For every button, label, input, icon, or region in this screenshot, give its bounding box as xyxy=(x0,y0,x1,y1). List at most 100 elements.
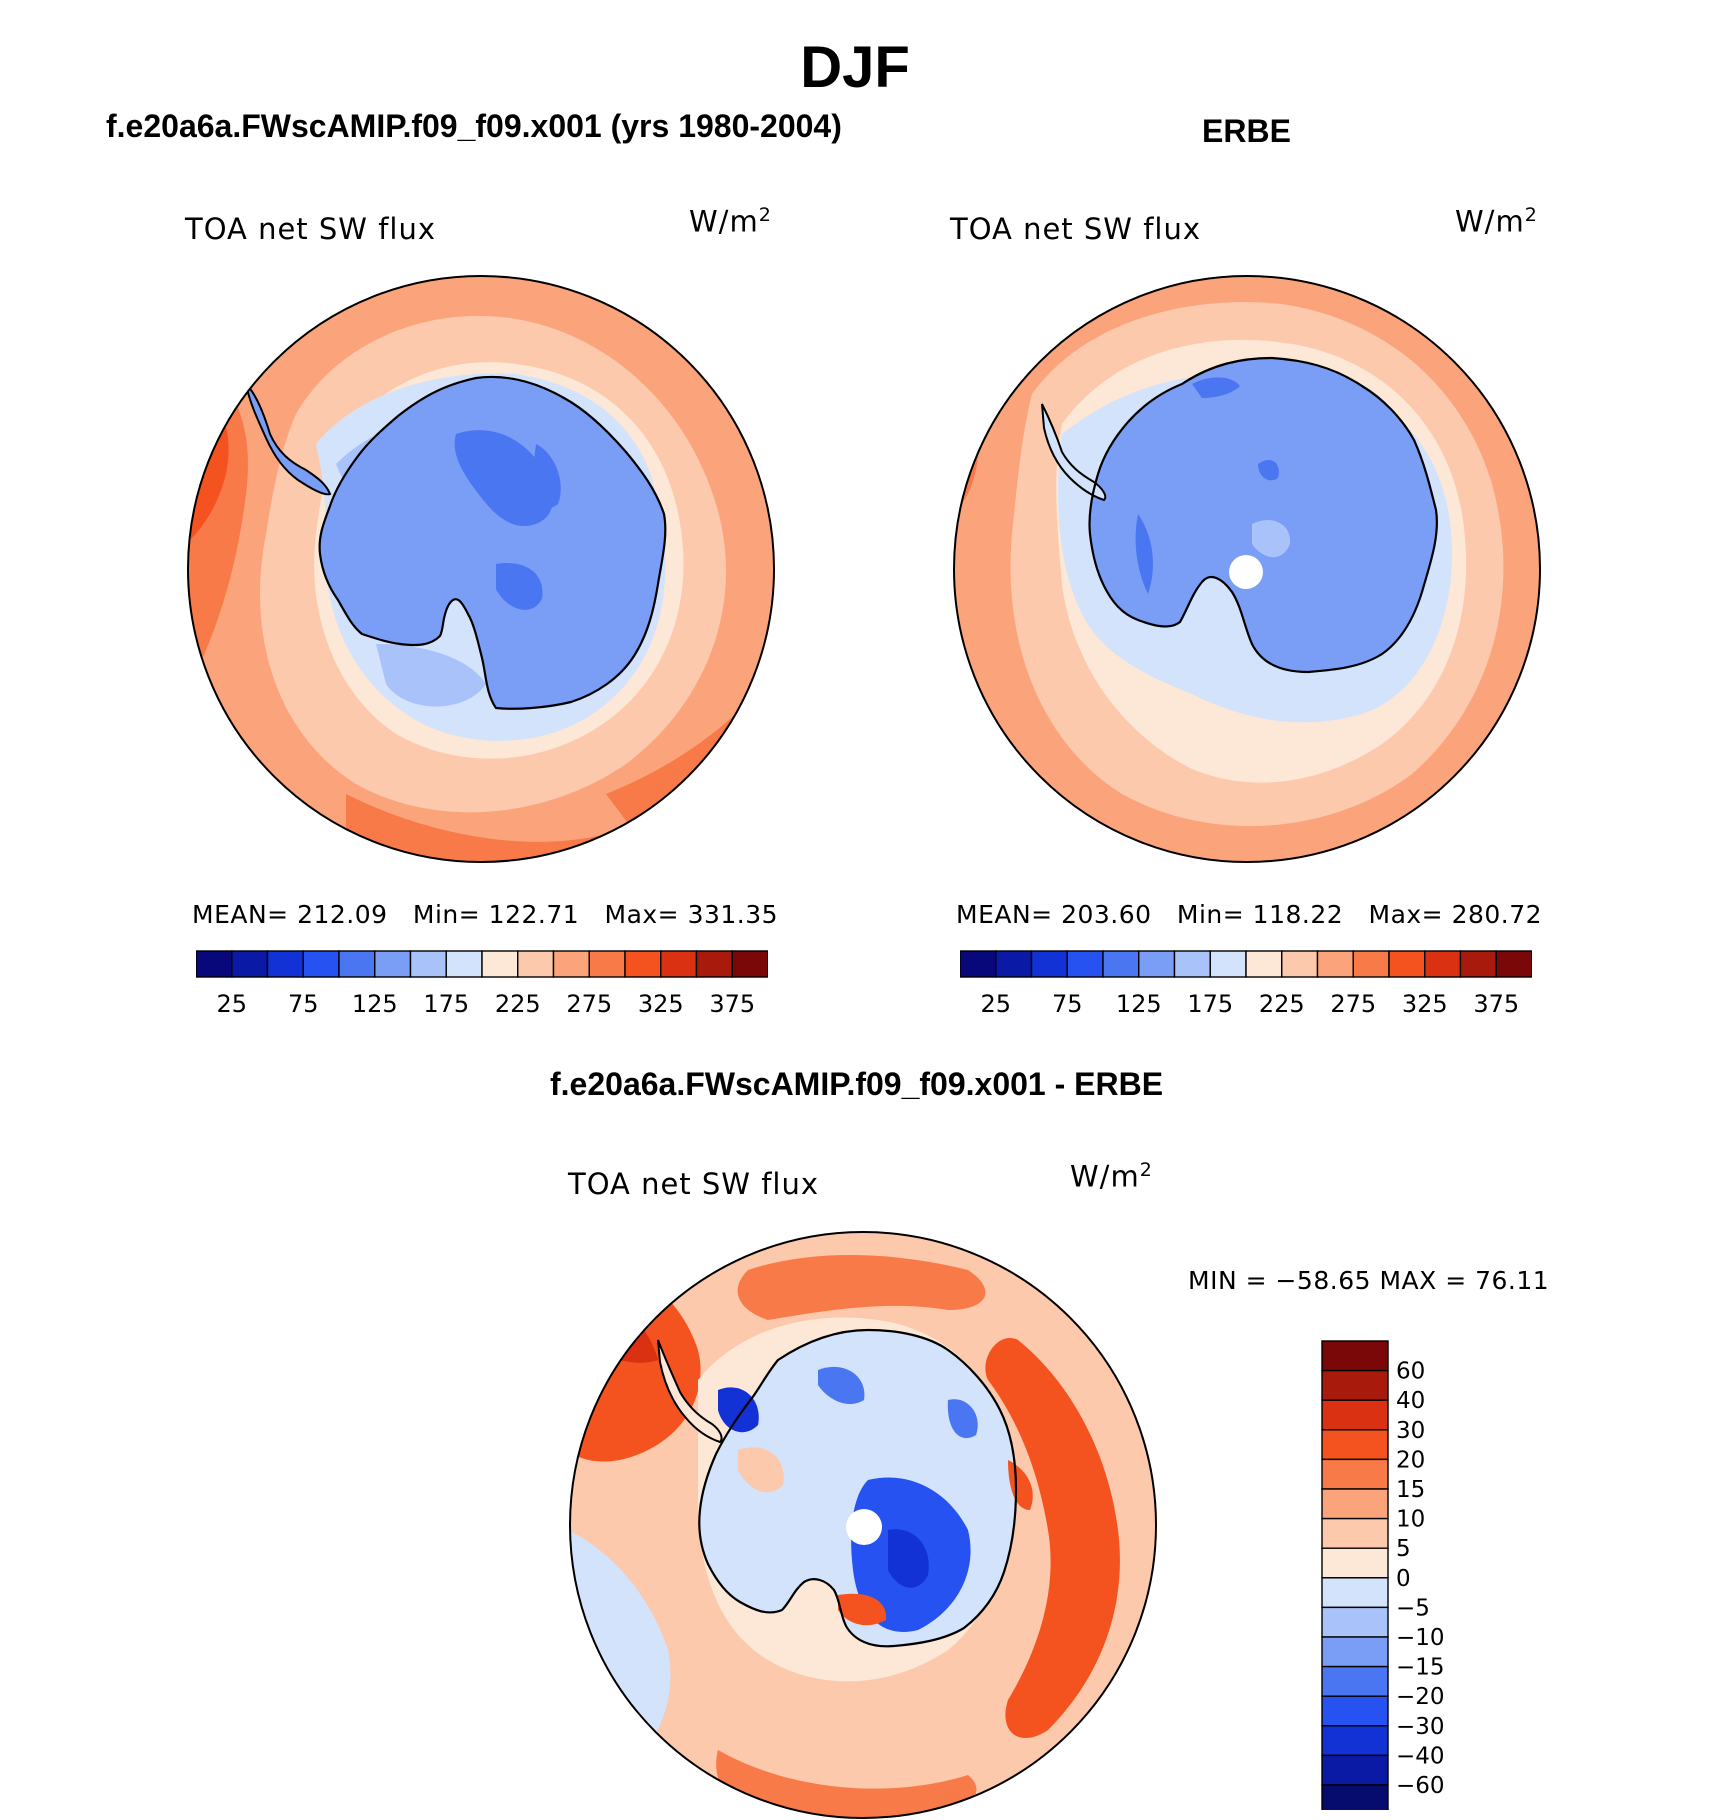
colorbar-swatch xyxy=(1209,950,1247,978)
colorbar-tick-label: 25 xyxy=(216,990,247,1018)
colorbar-swatch xyxy=(1495,950,1532,978)
panel3-warm-central xyxy=(738,1447,784,1493)
colorbar-tick-label: 275 xyxy=(566,990,612,1018)
colorbar-swatch xyxy=(1388,950,1426,978)
colorbar-swatch xyxy=(196,950,233,978)
panel3-cold-northwest xyxy=(718,1387,759,1433)
panel3-hot-northwest-core xyxy=(570,1270,658,1363)
colorbar-tick-label: 30 xyxy=(1396,1418,1425,1444)
colorbar-swatch xyxy=(1066,950,1104,978)
panel3-peninsula xyxy=(657,1339,723,1444)
colorbar-swatch xyxy=(338,950,376,978)
panel1-warm-patch-south xyxy=(346,794,608,862)
panel2-peninsula xyxy=(1041,403,1107,502)
panel1-coastline xyxy=(318,375,667,710)
panel2-antarctica-land xyxy=(1089,358,1437,672)
colorbar-swatch xyxy=(1321,1725,1389,1757)
panel3-units: W/m2 xyxy=(1070,1159,1153,1194)
colorbar-swatch xyxy=(266,950,304,978)
colorbar-swatch xyxy=(1245,950,1283,978)
panel3-hot-east-ring xyxy=(985,1338,1120,1739)
colorbar-tick-label: −20 xyxy=(1396,1684,1445,1710)
colorbar-swatch xyxy=(1102,950,1140,978)
colorbar-swatch xyxy=(1321,1695,1389,1727)
panel2-variable-label: TOA net SW flux xyxy=(950,212,1202,246)
panel2-stats: MEAN= 203.60 Min= 118.22 Max= 280.72 xyxy=(956,900,1543,929)
panel1-land-deep-1 xyxy=(454,430,553,526)
panel3-cold-north xyxy=(818,1366,865,1405)
colorbar-swatch xyxy=(1321,1577,1389,1609)
colorbar-tick-label: 375 xyxy=(709,990,755,1018)
colorbar-tick-label: 325 xyxy=(638,990,684,1018)
panel1-colorbar xyxy=(196,950,768,978)
colorbar-swatch xyxy=(1321,1429,1389,1461)
panel3-title: f.e20a6a.FWscAMIP.f09_f09.x001 - ERBE xyxy=(550,1066,1164,1102)
colorbar-tick-label: 40 xyxy=(1396,1388,1425,1414)
colorbar-swatch xyxy=(1352,950,1390,978)
colorbar-tick-label: −60 xyxy=(1396,1773,1445,1799)
colorbar-tick-label: 325 xyxy=(1402,990,1448,1018)
colorbar-swatch xyxy=(1030,950,1068,978)
colorbar-swatch xyxy=(1173,950,1211,978)
panel2-land-deep-2 xyxy=(1258,459,1279,481)
colorbar-tick-label: 25 xyxy=(980,990,1011,1018)
colorbar-swatch xyxy=(409,950,447,978)
panel1-stats: MEAN= 212.09 Min= 122.71 Max= 331.35 xyxy=(192,900,779,929)
panel1-land-deep-3 xyxy=(496,563,543,610)
panel2-land-deep-3 xyxy=(1135,514,1153,594)
colorbar-swatch xyxy=(481,950,519,978)
colorbar-swatch xyxy=(1321,1369,1389,1401)
panel2-title: ERBE xyxy=(1202,113,1291,149)
colorbar-tick-label: −15 xyxy=(1396,1655,1445,1681)
panel1-warm-patch-se xyxy=(606,704,748,834)
panel2-polar-map xyxy=(953,275,1541,863)
panel1-colorbar-ticks: 25 75 125 175 225 275 325 375 xyxy=(216,990,755,1018)
panel3-hot-north xyxy=(737,1255,986,1320)
panel2-units: W/m2 xyxy=(1455,204,1538,239)
panel2-coastline xyxy=(1088,356,1438,674)
panel3-colorbar: 60 40 30 20 15 10 5 0 −5 −10 −15 −20 −30 −40 −60 xyxy=(1321,1340,1445,1810)
panel1-units: W/m2 xyxy=(689,204,772,239)
panel1-land-deep-2 xyxy=(531,444,561,508)
colorbar-swatch xyxy=(960,950,997,978)
panel1-title: f.e20a6a.FWscAMIP.f09_f09.x001 (yrs 1980… xyxy=(106,108,842,144)
colorbar-swatch xyxy=(1321,1399,1389,1431)
panel3-polar-map xyxy=(569,1231,1157,1819)
colorbar-swatch xyxy=(1321,1606,1389,1638)
colorbar-swatch xyxy=(1138,950,1176,978)
colorbar-tick-label: 125 xyxy=(352,990,398,1018)
panel1-map-border xyxy=(187,275,775,863)
colorbar-tick-label: 225 xyxy=(1259,990,1305,1018)
panel2-colorbar-ticks: 25 75 125 175 225 275 325 375 xyxy=(980,990,1519,1018)
colorbar-tick-label: 20 xyxy=(1396,1447,1425,1473)
panel3-cold-northeast xyxy=(947,1399,978,1439)
colorbar-tick-label: −10 xyxy=(1396,1625,1445,1651)
colorbar-swatch xyxy=(1321,1547,1389,1579)
panel2-colorbar xyxy=(960,950,1532,978)
panel3-coastline xyxy=(698,1328,1018,1648)
colorbar-swatch xyxy=(1321,1517,1389,1549)
panel3-cold-east-core xyxy=(888,1529,929,1588)
panel3-warm-coast-east xyxy=(1008,1460,1033,1510)
colorbar-tick-label: 0 xyxy=(1396,1566,1411,1592)
panel2-map-border xyxy=(953,275,1541,863)
colorbar-swatch xyxy=(1281,950,1319,978)
panel3-variable-label: TOA net SW flux xyxy=(568,1167,820,1201)
colorbar-swatch xyxy=(1321,1784,1389,1810)
colorbar-swatch xyxy=(517,950,555,978)
colorbar-swatch xyxy=(1321,1665,1389,1697)
panel1-antarctica-land xyxy=(319,376,666,709)
colorbar-swatch xyxy=(231,950,269,978)
panel3-stats: MIN = −58.65 MAX = 76.11 xyxy=(1188,1266,1550,1295)
colorbar-swatch xyxy=(1321,1636,1389,1668)
colorbar-swatch xyxy=(624,950,662,978)
colorbar-swatch xyxy=(995,950,1033,978)
colorbar-tick-label: 125 xyxy=(1116,990,1162,1018)
panel3-pole-hole xyxy=(846,1509,882,1545)
colorbar-swatch xyxy=(660,950,698,978)
colorbar-tick-label: −30 xyxy=(1396,1714,1445,1740)
colorbar-swatch xyxy=(1321,1754,1389,1786)
panel3-warm-ross xyxy=(838,1593,887,1626)
colorbar-swatch xyxy=(1321,1488,1389,1520)
colorbar-tick-label: 225 xyxy=(495,990,541,1018)
